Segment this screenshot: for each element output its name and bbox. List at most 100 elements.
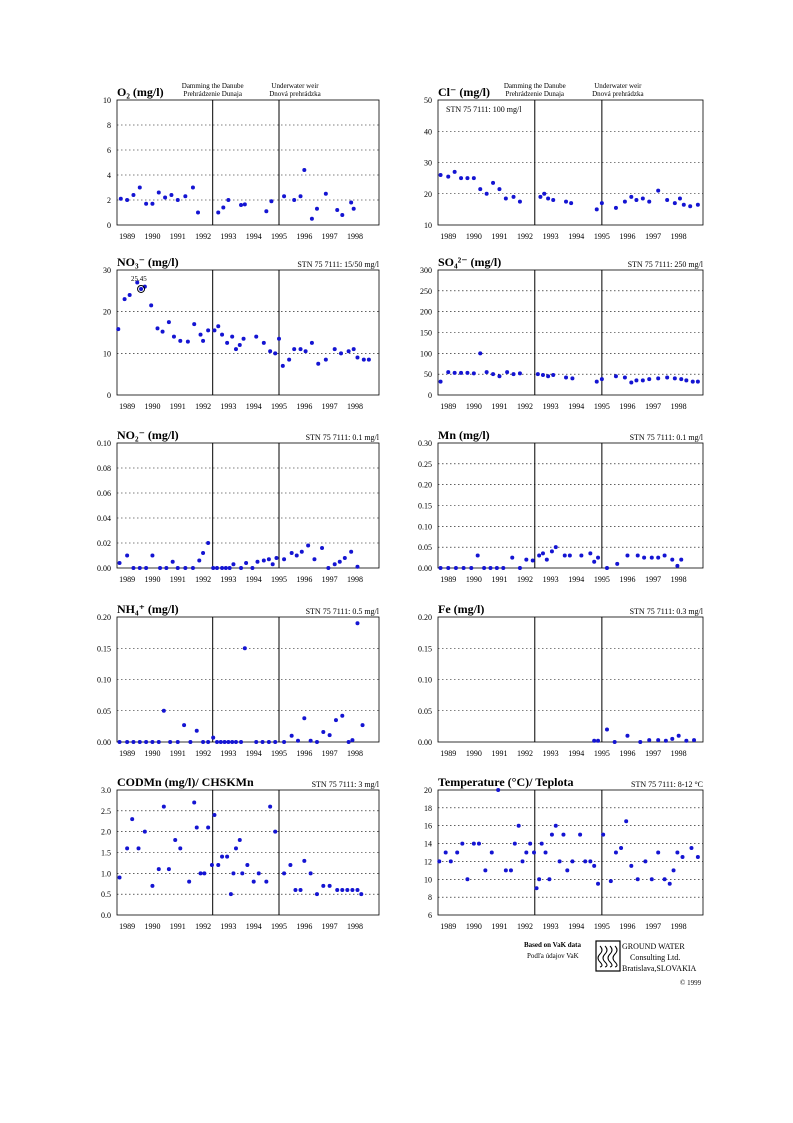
data-point bbox=[206, 825, 211, 830]
data-point bbox=[192, 800, 197, 805]
y-tick-label: 1.0 bbox=[101, 869, 111, 878]
x-tick-label: 1992 bbox=[195, 922, 211, 931]
data-point bbox=[465, 877, 470, 882]
chart-panel-9: 0.0 0.5 1.0 1.5 2.0 2.5 3.0 1989 1990 1991 1992 199… bbox=[101, 775, 380, 931]
plot-frame bbox=[437, 442, 704, 569]
plot-frame bbox=[116, 442, 380, 569]
data-point bbox=[255, 559, 260, 564]
x-tick-label: 1998 bbox=[347, 575, 363, 584]
data-point bbox=[245, 863, 250, 867]
data-point bbox=[332, 562, 337, 567]
data-point bbox=[640, 378, 645, 383]
data-point bbox=[187, 879, 192, 884]
data-point bbox=[197, 558, 202, 563]
data-point bbox=[282, 557, 287, 562]
data-point bbox=[323, 191, 328, 196]
data-point bbox=[455, 850, 460, 855]
y-tick-label: 0.20 bbox=[97, 613, 111, 622]
data-point bbox=[647, 738, 652, 743]
data-point bbox=[314, 892, 319, 897]
data-point bbox=[161, 804, 166, 809]
data-point bbox=[488, 566, 493, 570]
y-tick-label: 0.5 bbox=[101, 890, 111, 899]
copyright: © 1999 bbox=[680, 979, 702, 987]
data-point bbox=[282, 194, 287, 199]
data-point bbox=[228, 892, 233, 897]
x-tick-label: 1997 bbox=[322, 922, 338, 931]
chart-title: O₂ (mg/l) bbox=[117, 85, 164, 99]
data-point bbox=[355, 621, 360, 626]
plot-frame bbox=[437, 269, 704, 396]
x-tick-label: 1995 bbox=[271, 402, 287, 411]
y-tick-label: 0.06 bbox=[97, 489, 111, 498]
data-point bbox=[261, 558, 266, 563]
data-point bbox=[240, 871, 245, 876]
data-point bbox=[530, 558, 535, 563]
data-point bbox=[476, 841, 481, 846]
data-point bbox=[270, 562, 275, 567]
data-point bbox=[615, 561, 620, 566]
y-tick-label: 0.05 bbox=[418, 707, 432, 716]
chart-panel-7: 0.00 0.05 0.10 0.15 0.20 1989 1990 1991 1992 1993… bbox=[97, 602, 380, 758]
data-point bbox=[512, 841, 517, 846]
y-tick-label: 0.15 bbox=[97, 644, 111, 653]
data-point bbox=[166, 320, 171, 325]
data-point bbox=[185, 339, 190, 344]
data-point bbox=[565, 868, 570, 873]
data-point bbox=[170, 559, 175, 564]
data-point bbox=[679, 557, 684, 562]
x-tick-label: 1990 bbox=[144, 749, 160, 758]
data-point bbox=[227, 566, 232, 570]
data-point bbox=[308, 738, 313, 743]
data-point bbox=[268, 349, 273, 354]
y-tick-label: 0.20 bbox=[418, 481, 432, 490]
x-tick-label: 1993 bbox=[220, 402, 236, 411]
y-tick-label: 0 bbox=[107, 391, 111, 400]
chart-title: NO₃⁻ (mg/l) bbox=[117, 255, 179, 269]
data-point bbox=[491, 372, 496, 377]
data-point bbox=[459, 176, 464, 181]
chart-title: SO₄²⁻ (mg/l) bbox=[438, 255, 501, 269]
data-point bbox=[168, 740, 173, 744]
y-tick-label: 4 bbox=[107, 171, 111, 180]
data-point bbox=[289, 551, 294, 555]
y-tick-label: 0.10 bbox=[418, 522, 432, 531]
data-point bbox=[222, 740, 227, 744]
data-point bbox=[604, 566, 609, 570]
data-point bbox=[293, 888, 298, 892]
data-point bbox=[675, 850, 680, 855]
data-point bbox=[443, 850, 448, 855]
data-point bbox=[225, 854, 230, 859]
data-point bbox=[570, 376, 575, 381]
data-point bbox=[537, 553, 542, 558]
standard-limit-label: STN 75 7111: 0.1 mg/l bbox=[306, 433, 380, 442]
data-point bbox=[547, 877, 552, 882]
data-point bbox=[629, 380, 634, 385]
x-tick-label: 1996 bbox=[619, 749, 635, 758]
data-point bbox=[491, 180, 496, 185]
data-point bbox=[534, 886, 539, 891]
x-tick-label: 1991 bbox=[170, 232, 186, 241]
y-tick-label: 10 bbox=[424, 875, 432, 884]
x-tick-label: 1996 bbox=[619, 402, 635, 411]
data-point bbox=[144, 740, 149, 744]
x-tick-label: 1992 bbox=[517, 402, 533, 411]
data-point bbox=[570, 859, 575, 864]
data-point bbox=[596, 881, 601, 886]
y-tick-label: 10 bbox=[103, 96, 111, 105]
x-tick-label: 1991 bbox=[491, 575, 507, 584]
data-point bbox=[209, 863, 214, 867]
data-point bbox=[452, 169, 457, 174]
data-point bbox=[642, 555, 647, 560]
x-tick-label: 1989 bbox=[119, 922, 135, 931]
data-point bbox=[355, 564, 360, 569]
data-point bbox=[332, 347, 337, 352]
company-type: Consulting Ltd. bbox=[630, 953, 680, 962]
y-tick-label: 0.15 bbox=[418, 644, 432, 653]
y-tick-label: 0.05 bbox=[97, 707, 111, 716]
x-tick-label: 1997 bbox=[322, 575, 338, 584]
peak-marker bbox=[137, 284, 146, 293]
x-tick-label: 1993 bbox=[543, 749, 559, 758]
data-point bbox=[544, 557, 549, 562]
data-point bbox=[496, 788, 501, 792]
